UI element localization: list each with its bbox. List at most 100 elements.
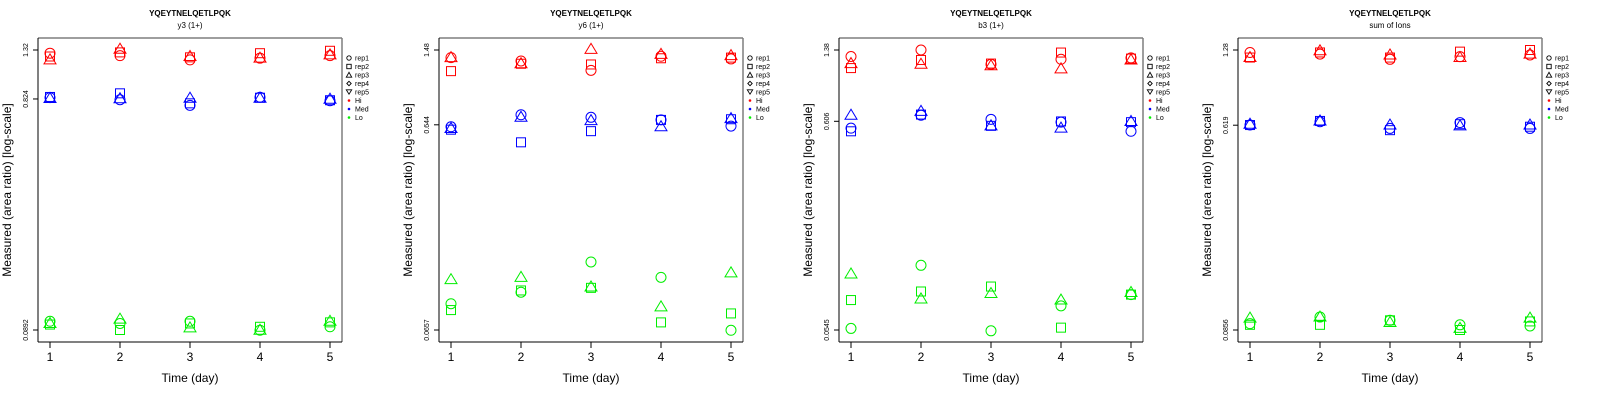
data-point [445, 52, 457, 64]
y-tick-label: 1.32 [23, 43, 30, 57]
x-tick-label: 5 [327, 350, 334, 364]
legend-color-dot-icon [748, 107, 752, 111]
y-tick-label: 1.48 [424, 43, 431, 57]
data-point [1315, 319, 1325, 330]
x-tick-label: 3 [1387, 350, 1394, 364]
data-point [444, 121, 458, 134]
legend-triangle-up-icon [746, 71, 754, 78]
data-point [1243, 117, 1257, 129]
data-point [1385, 52, 1395, 63]
legend-label: rep4 [1555, 81, 1569, 88]
data-point [1125, 125, 1137, 137]
x-tick-label: 1 [47, 350, 54, 364]
legend-color-dot-icon [347, 107, 351, 111]
data-point [1383, 118, 1397, 130]
data-point [984, 118, 998, 131]
legend-color-dot-icon [1547, 99, 1551, 102]
x-tick-label: 3 [988, 350, 995, 364]
chart-title: YQEYTNELQETLPQK [950, 9, 1032, 18]
data-point [253, 323, 267, 335]
legend-diamond-icon [747, 80, 753, 87]
legend-label: rep1 [355, 56, 369, 63]
data-point [1125, 289, 1137, 301]
legend-triangle-up-icon [1146, 71, 1154, 78]
data-point [985, 325, 997, 337]
legend-label: Lo [355, 115, 363, 122]
data-point [656, 317, 666, 328]
legend-label: Med [355, 107, 369, 114]
x-tick-label: 4 [658, 350, 665, 364]
legend-label: Hi [355, 98, 362, 105]
data-point [585, 256, 597, 268]
data-point [654, 299, 668, 312]
data-point [725, 324, 737, 336]
y-axis-label: Measured (area ratio) [log-scale] [401, 103, 415, 276]
legend-triangle-up-icon [1545, 71, 1553, 78]
data-point [1313, 43, 1327, 56]
legend-label: rep4 [355, 81, 369, 88]
data-point [846, 295, 856, 306]
data-point [846, 126, 856, 137]
data-point [1245, 319, 1255, 330]
legend-color-dot-icon [347, 99, 351, 102]
data-point [43, 52, 57, 65]
data-point [185, 98, 195, 109]
legend-color-dot-icon [748, 116, 752, 119]
legend-circle-icon [1147, 55, 1153, 61]
data-point [1455, 46, 1465, 57]
data-point [1454, 319, 1466, 331]
legend-label: rep1 [1156, 56, 1170, 63]
legend-square-icon [1546, 63, 1552, 70]
legend-label: rep3 [355, 73, 369, 80]
legend-square-icon [747, 63, 753, 70]
legend-label: rep5 [1555, 90, 1569, 97]
data-point [846, 63, 856, 74]
data-point [1056, 116, 1066, 127]
series-med [1243, 113, 1537, 136]
x-tick-label: 2 [117, 350, 124, 364]
series-hi [1243, 43, 1537, 65]
y-axis-label: Measured (area ratio) [log-scale] [0, 103, 14, 276]
data-point [323, 47, 337, 60]
data-point [916, 109, 926, 120]
data-point [1055, 53, 1067, 65]
data-point [446, 66, 456, 77]
data-point [444, 272, 458, 285]
data-point [516, 137, 526, 148]
legend-circle-icon [346, 55, 352, 61]
data-point [516, 58, 526, 69]
data-point [584, 42, 598, 54]
series-lo [444, 256, 738, 336]
data-point [984, 286, 998, 299]
data-point [1453, 50, 1467, 63]
x-axis-label: Time (day) [563, 371, 620, 385]
y-tick-label: 0.644 [424, 116, 431, 134]
chart-title: YQEYTNELQETLPQK [550, 9, 632, 18]
x-tick-label: 5 [728, 350, 735, 364]
x-axis-label: Time (day) [963, 371, 1020, 385]
data-point [323, 314, 337, 326]
legend-label: rep5 [756, 90, 770, 97]
legend-circle-icon [747, 55, 753, 61]
y-tick-label: 0.0856 [1223, 319, 1230, 341]
data-point [1523, 47, 1537, 59]
x-tick-label: 2 [918, 350, 925, 364]
legend-label: Med [756, 107, 770, 114]
legend-color-dot-icon [1547, 107, 1551, 111]
data-point [1453, 321, 1467, 333]
data-point [844, 267, 858, 279]
data-point [914, 57, 928, 69]
x-tick-label: 1 [1247, 350, 1254, 364]
data-point [515, 286, 527, 298]
legend-triangle-down-icon [345, 89, 353, 96]
data-point [1124, 52, 1138, 65]
data-point [655, 271, 667, 283]
legend-diamond-icon [346, 80, 352, 87]
x-tick-label: 4 [257, 350, 264, 364]
y-tick-label: 0.824 [23, 90, 30, 108]
data-point [1054, 293, 1068, 305]
legend-label: Lo [756, 115, 764, 122]
legend-color-dot-icon [1547, 116, 1551, 119]
data-point [845, 322, 857, 334]
